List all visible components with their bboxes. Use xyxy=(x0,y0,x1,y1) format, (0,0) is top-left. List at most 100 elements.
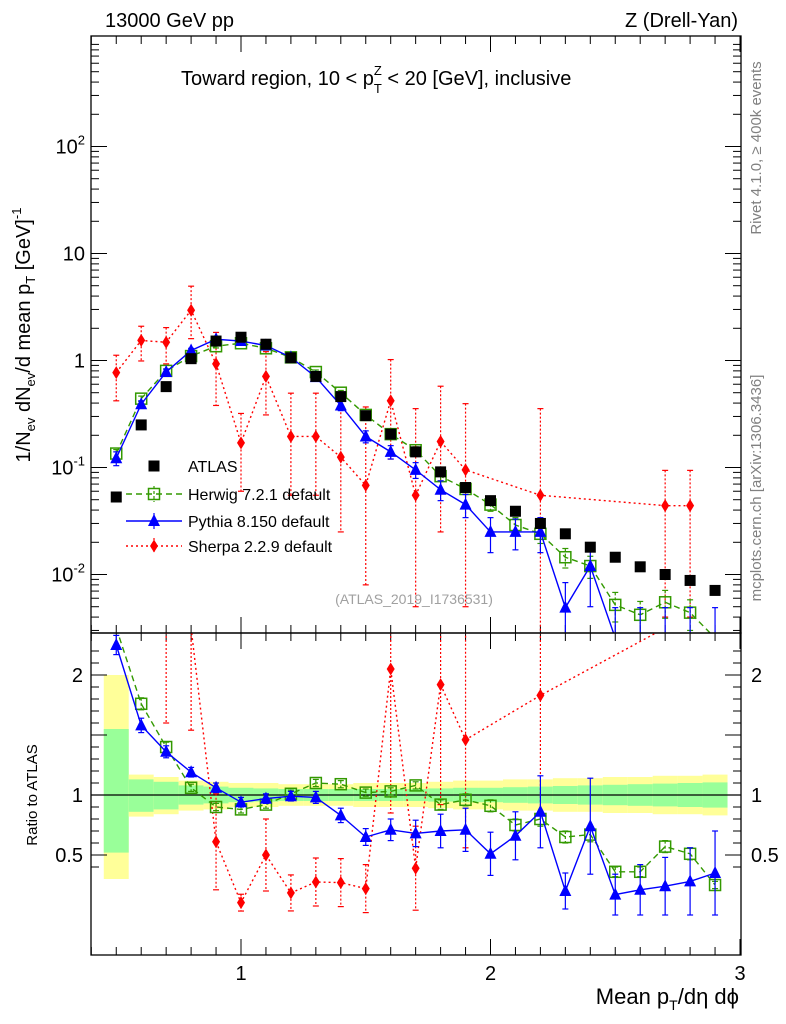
ratio-data-point xyxy=(609,887,622,900)
ratio-data-point xyxy=(536,688,545,702)
data-point xyxy=(609,551,621,563)
x-axis-title: Mean pT/dη dϕ xyxy=(596,984,739,1013)
error-bar xyxy=(163,326,170,365)
ratio-panel-ticks: 0.5 0.5 1 1 2 2 1 2 3 xyxy=(55,633,779,985)
legend-entry: Pythia 8.150 default xyxy=(126,513,330,531)
error-bar xyxy=(262,351,269,416)
data-point xyxy=(311,429,320,443)
legend-marker xyxy=(148,514,160,526)
ratio-panel: 0.5 0.5 1 1 2 2 1 2 3 Ratio to ATLAS Mean pT/dη … xyxy=(24,309,779,1013)
legend-marker xyxy=(147,487,161,501)
data-point xyxy=(559,600,572,613)
data-point xyxy=(160,365,173,378)
data-point xyxy=(384,444,397,457)
data-point xyxy=(534,517,546,529)
error-bar xyxy=(537,408,544,633)
ratio-series-sherpa xyxy=(163,309,694,914)
green-band-segment xyxy=(103,729,129,853)
ratio-data-point xyxy=(134,697,148,711)
ratio-y-tick-label-right: 0.5 xyxy=(751,845,779,867)
error-bar xyxy=(387,787,394,796)
error-bar xyxy=(587,544,594,608)
ratio-series-line xyxy=(190,633,658,905)
main-panel-title: Toward region, 10 < pTZ < 20 [GeV], incl… xyxy=(181,63,571,96)
data-point xyxy=(286,429,295,443)
x-axis-title-sub: T xyxy=(669,997,678,1013)
legend-entry: Herwig 7.2.1 default xyxy=(126,486,331,504)
ratio-data-point xyxy=(634,882,647,895)
data-point xyxy=(285,352,297,364)
error-bar xyxy=(387,633,394,814)
legend-label: Pythia 8.150 default xyxy=(188,514,330,531)
data-point xyxy=(235,331,247,343)
data-point xyxy=(584,541,596,553)
error-bar xyxy=(238,412,244,492)
data-point xyxy=(559,550,572,564)
data-point xyxy=(386,394,395,408)
data-point xyxy=(210,335,222,347)
data-point xyxy=(559,528,571,540)
data-point xyxy=(112,366,121,380)
ratio-data-point xyxy=(709,866,722,878)
data-point xyxy=(534,524,547,537)
error-bar xyxy=(287,392,294,496)
data-point xyxy=(137,333,146,347)
data-point xyxy=(460,482,472,494)
error-bar xyxy=(337,399,344,533)
x-tick-label: 3 xyxy=(734,963,745,985)
data-point xyxy=(461,463,470,477)
series-atlas xyxy=(110,331,721,596)
ratio-data-point xyxy=(334,808,347,821)
ratio-panel-frame xyxy=(90,632,742,956)
ratio-data-point xyxy=(436,678,445,692)
ratio-data-point xyxy=(684,874,697,887)
ratio-data-point xyxy=(659,879,672,892)
data-point xyxy=(261,369,270,383)
data-point xyxy=(686,499,695,513)
ratio-data-point xyxy=(661,381,669,394)
data-point xyxy=(360,410,372,422)
header-left: 13000 GeV pp xyxy=(105,10,234,32)
main-panel-ticks: 10-2 10-1 1 10 102 xyxy=(51,36,741,633)
ratio-data-point xyxy=(534,804,547,817)
ratio-data-point xyxy=(686,309,694,322)
data-point xyxy=(334,398,347,411)
ratio-data-point xyxy=(160,744,173,757)
error-bar xyxy=(188,783,195,793)
ratio-data-point xyxy=(187,568,195,581)
ratio-data-point xyxy=(484,846,497,859)
error-bar xyxy=(437,633,444,806)
data-point xyxy=(709,584,721,596)
data-point xyxy=(634,561,646,573)
data-point xyxy=(385,428,397,440)
ratio-data-point xyxy=(235,795,247,808)
data-point xyxy=(237,436,245,450)
x-tick-label: 1 xyxy=(235,963,246,985)
data-point xyxy=(509,524,522,537)
ratio-data-point xyxy=(384,785,397,798)
data-point xyxy=(135,397,148,410)
ratio-y-axis-title: Ratio to ATLAS xyxy=(24,744,41,845)
y-tick-label: 1 xyxy=(74,351,85,373)
ratio-data-point xyxy=(135,718,148,731)
ratio-data-point xyxy=(259,791,272,804)
error-bar xyxy=(312,778,319,788)
ratio-data-point xyxy=(434,824,447,836)
ratio-y-tick-label: 0.5 xyxy=(55,845,83,867)
legend-marker xyxy=(150,539,158,553)
main-panel: 10-2 10-1 1 10 102 Toward region, 10 < pTZ <… xyxy=(9,35,742,634)
error-bar xyxy=(188,285,195,340)
ratio-y-tick-label: 1 xyxy=(72,785,83,807)
data-point xyxy=(212,357,221,371)
ratio-data-point xyxy=(309,790,322,803)
data-point xyxy=(584,559,597,572)
ratio-data-point xyxy=(459,793,472,807)
ratio-panel-series xyxy=(110,309,722,916)
ratio-data-point xyxy=(184,781,198,795)
ratio-y-tick-label: 2 xyxy=(72,665,83,687)
ratio-data-point xyxy=(384,822,397,835)
ratio-data-point xyxy=(459,822,472,835)
x-axis-title-post: /dη dϕ xyxy=(678,984,739,1009)
error-bar xyxy=(412,781,419,790)
data-point xyxy=(110,491,122,503)
